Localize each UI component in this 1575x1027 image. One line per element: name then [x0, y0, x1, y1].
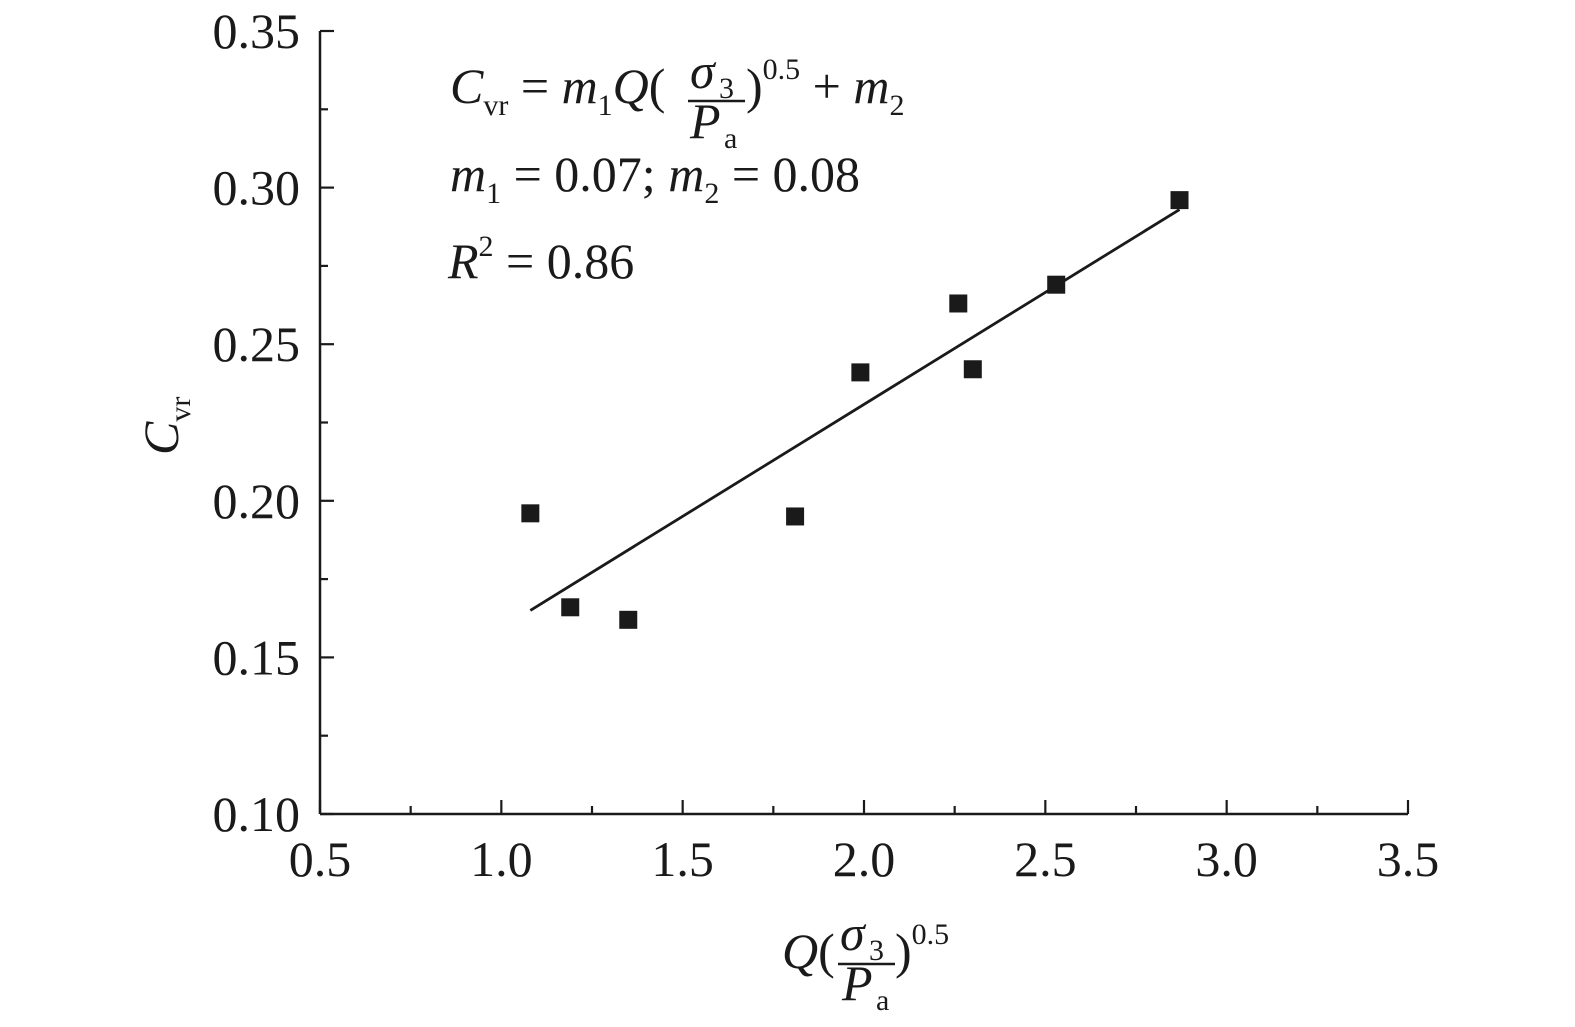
svg-text:)0.5 + m2: )0.5 + m2	[746, 53, 904, 122]
data-point	[786, 507, 805, 526]
x-tick-label: 3.5	[1377, 831, 1440, 887]
eq-plus: +	[800, 58, 853, 114]
eq-exponent: 0.5	[763, 53, 801, 86]
eq-lhs-base: C	[450, 58, 484, 114]
xlabel-exponent: 0.5	[912, 918, 950, 951]
x-tick-label: 1.0	[470, 831, 533, 887]
svg-text:Q(: Q(	[782, 923, 835, 979]
x-tick-label: 0.5	[289, 831, 352, 887]
eq-open-paren: (	[649, 58, 666, 114]
x-tick-label: 2.0	[833, 831, 896, 887]
eq-m1-sub: 1	[598, 89, 613, 122]
y-tick-label: 0.10	[213, 786, 301, 842]
param-m1-sub: 1	[486, 177, 501, 210]
svg-text:)0.5: )0.5	[895, 918, 949, 979]
r-squared: R2 = 0.86	[447, 230, 634, 289]
xlabel-denominator-sub: a	[876, 984, 889, 1017]
data-point	[619, 610, 638, 629]
y-ticks: 0.10 0.15 0.20 0.25 0.30 0.35	[213, 3, 334, 842]
fit-equation: Cvr = m1Q( σ 3 P a )0.5 + m2	[450, 43, 904, 155]
ylabel-sub: vr	[164, 397, 197, 422]
data-point	[1047, 275, 1066, 294]
y-tick-label: 0.30	[213, 160, 301, 216]
r2-value: = 0.86	[494, 233, 635, 289]
data-point	[963, 360, 982, 379]
eq-q: Q	[613, 58, 649, 114]
eq-numerator: σ	[690, 43, 717, 99]
eq-m2-base: m	[853, 58, 889, 114]
fit-params: m1 = 0.07; m2 = 0.08	[450, 146, 860, 210]
param-m1-value: = 0.07;	[501, 146, 668, 202]
x-tick-label: 1.5	[651, 831, 714, 887]
eq-denominator: P	[689, 93, 721, 149]
xlabel-numerator: σ	[840, 905, 867, 961]
eq-denominator-sub: a	[724, 122, 737, 155]
x-ticks: 0.5 1.0 1.5 2.0 2.5 3.0 3.5	[289, 800, 1440, 887]
x-tick-label: 2.5	[1014, 831, 1077, 887]
fit-line	[529, 208, 1181, 612]
data-point	[1170, 191, 1189, 210]
param-m1-base: m	[450, 146, 486, 202]
eq-equals: =	[508, 58, 561, 114]
xlabel-close-paren: )	[895, 923, 912, 979]
ylabel-base: C	[133, 421, 189, 455]
y-tick-label: 0.20	[213, 473, 301, 529]
param-m2-sub: 2	[704, 177, 719, 210]
eq-numerator-sub: 3	[719, 72, 734, 105]
data-point	[851, 363, 870, 382]
data-point	[949, 294, 968, 313]
xlabel-numerator-sub: 3	[869, 934, 884, 967]
y-tick-label: 0.35	[213, 3, 301, 59]
svg-text:Cvr = m1Q(: Cvr = m1Q(	[450, 58, 665, 122]
eq-m1-base: m	[562, 58, 598, 114]
eq-close-paren: )	[746, 58, 763, 114]
param-m2-base: m	[668, 146, 704, 202]
eq-lhs-sub: vr	[483, 89, 508, 122]
xlabel-denominator: P	[841, 955, 873, 1011]
r2-sup: 2	[479, 230, 494, 263]
axes: 0.5 1.0 1.5 2.0 2.5 3.0 3.5 0.100.150.200.250.…	[213, 3, 1440, 887]
eq-m2-sub: 2	[889, 89, 904, 122]
r2-base: R	[447, 233, 479, 289]
plot-area	[521, 191, 1189, 629]
data-point	[561, 598, 580, 617]
x-axis-label: Q( σ 3 P a )0.5	[782, 905, 949, 1017]
y-axis-label: Cvr	[133, 397, 197, 455]
y-tick-label: 0.25	[213, 316, 301, 372]
xlabel-base: Q	[782, 923, 818, 979]
param-m2-value: = 0.08	[719, 146, 860, 202]
xlabel-open-paren: (	[818, 923, 835, 979]
x-tick-label: 3.0	[1195, 831, 1258, 887]
data-point	[521, 504, 540, 523]
y-tick-label: 0.15	[213, 629, 301, 685]
